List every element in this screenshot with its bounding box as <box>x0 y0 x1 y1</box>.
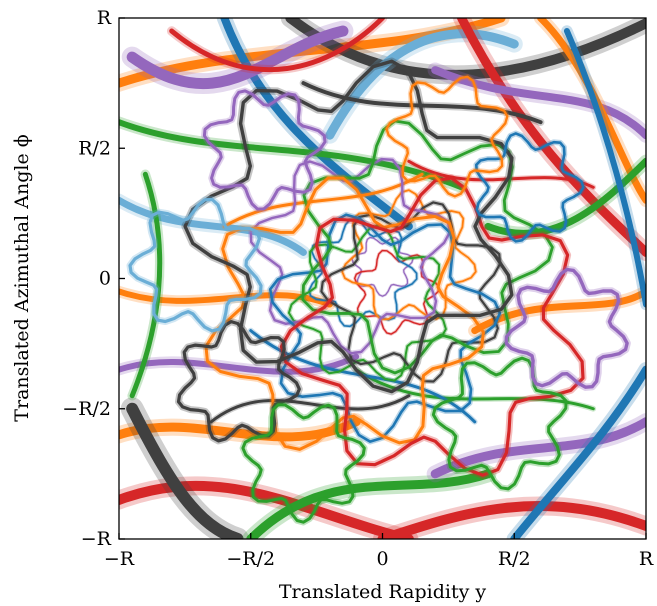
loop-6 <box>249 157 452 355</box>
loop-8 <box>301 119 554 375</box>
strand-18 <box>510 365 646 539</box>
y-axis-label: Translated Azimuthal Angle ϕ <box>11 134 33 421</box>
loop-13 <box>202 89 327 211</box>
x-tick-label-1: −R/2 <box>226 548 275 570</box>
strand-14 <box>126 402 244 539</box>
loop-0 <box>351 236 414 297</box>
strand-6 <box>119 119 465 191</box>
x-axis-label: Translated Rapidity y <box>279 581 487 603</box>
strand-23 <box>563 28 646 308</box>
loop-17 <box>128 197 263 333</box>
x-tick-label-2: 0 <box>376 548 388 570</box>
strand-16 <box>377 501 646 539</box>
loop-10 <box>279 176 585 477</box>
loop-9 <box>204 176 485 451</box>
strand-29 <box>209 394 411 424</box>
loop-16 <box>504 267 629 389</box>
strand-7 <box>431 66 646 140</box>
loop-4 <box>287 224 447 382</box>
loop-1 <box>354 249 440 335</box>
strand-8 <box>537 18 646 204</box>
x-axis: −R −R/2 0 R/2 R <box>104 533 654 570</box>
strand-1 <box>285 18 646 80</box>
strand-22 <box>169 18 385 73</box>
y-tick-label-0: −R <box>81 528 112 550</box>
strand-17 <box>430 417 646 479</box>
y-tick-label-3: R/2 <box>78 137 111 159</box>
loop-19 <box>241 403 366 524</box>
strand-5 <box>126 25 349 90</box>
strand-20 <box>484 157 646 237</box>
strand-28 <box>222 172 424 228</box>
y-tick-label-2: 0 <box>99 268 111 290</box>
loop-18 <box>385 75 509 198</box>
y-axis: −R −R/2 0 R/2 R <box>62 7 125 550</box>
x-tick-label-4: R <box>639 548 654 570</box>
loop-layer <box>126 57 631 526</box>
strand-9 <box>119 196 307 256</box>
loop-14 <box>475 132 585 243</box>
loop-11 <box>183 59 514 394</box>
x-tick-label-0: −R <box>104 548 135 570</box>
strand-10 <box>119 288 333 308</box>
y-tick-label-1: −R/2 <box>62 398 111 420</box>
x-tick-label-3: R/2 <box>498 548 531 570</box>
strand-13 <box>119 480 414 539</box>
strand-3 <box>220 18 413 231</box>
loop-7 <box>268 213 502 443</box>
strand-15 <box>246 469 493 539</box>
strand-24 <box>129 171 163 399</box>
strand-2 <box>325 29 519 140</box>
strand-25 <box>354 368 595 411</box>
y-tick-label-4: R <box>97 7 112 29</box>
